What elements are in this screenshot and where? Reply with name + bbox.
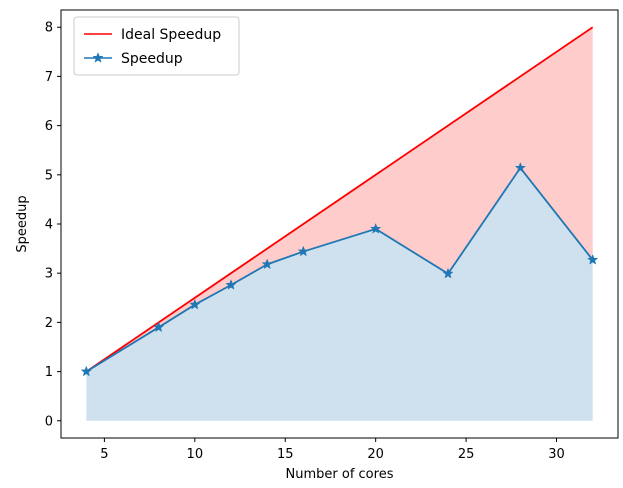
fill-areas (86, 27, 592, 421)
y-tick-label: 7 (45, 70, 53, 85)
x-tick-label: 5 (100, 447, 108, 462)
legend-label-ideal: Ideal Speedup (121, 27, 221, 43)
y-tick-label: 6 (45, 119, 53, 134)
x-tick-label: 20 (367, 447, 384, 462)
y-tick-label: 3 (45, 267, 53, 282)
legend-label-speedup: Speedup (121, 51, 183, 67)
y-tick-label: 4 (45, 218, 53, 233)
legend: Ideal Speedup Speedup (74, 17, 239, 75)
x-tick-label: 10 (187, 447, 204, 462)
y-tick-label: 5 (45, 168, 53, 183)
x-axis-label: Number of cores (286, 467, 394, 482)
y-tick-label: 0 (45, 414, 53, 429)
y-tick-label: 2 (45, 316, 53, 331)
x-tick-label: 30 (548, 447, 565, 462)
y-tick-label: 8 (45, 21, 53, 36)
x-tick-label: 15 (277, 447, 294, 462)
y-axis-label: Speedup (15, 195, 30, 252)
y-tick-label: 1 (45, 365, 53, 380)
x-tick-label: 25 (458, 447, 475, 462)
